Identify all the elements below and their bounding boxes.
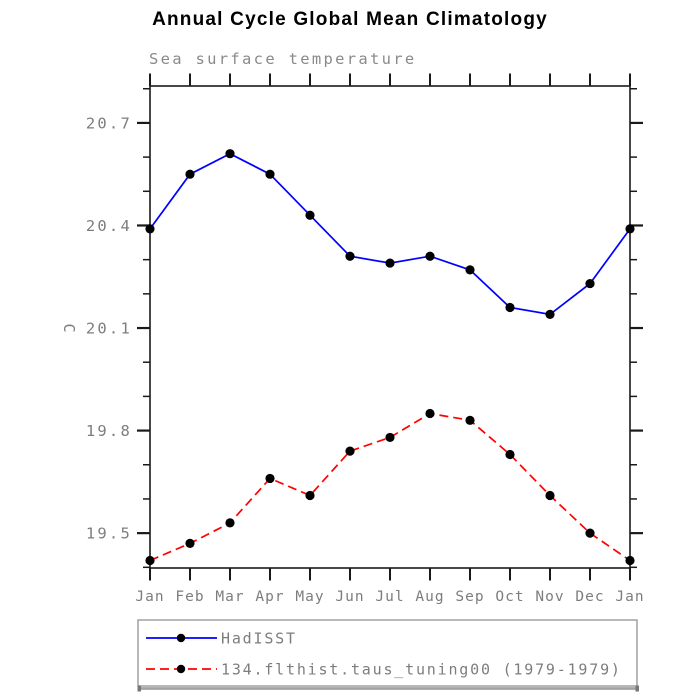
y-tick-label: 20.4 bbox=[86, 217, 132, 235]
data-point-marker bbox=[225, 518, 235, 528]
x-tick-label: Feb bbox=[175, 589, 204, 605]
data-point-marker bbox=[625, 555, 635, 566]
data-point-marker bbox=[345, 251, 355, 261]
x-tick-label: Jan bbox=[135, 589, 164, 605]
x-tick-label: Nov bbox=[535, 589, 564, 605]
data-point-marker bbox=[425, 251, 435, 261]
y-tick-label: 20.7 bbox=[86, 114, 132, 132]
y-tick-label: 19.8 bbox=[86, 422, 132, 440]
data-point-marker bbox=[385, 258, 395, 268]
data-point-marker bbox=[585, 278, 595, 289]
data-point-marker bbox=[345, 446, 355, 456]
y-tick-label: 20.1 bbox=[86, 320, 132, 338]
x-tick-label: Dec bbox=[575, 589, 604, 605]
legend-box bbox=[137, 619, 638, 687]
legend-swatch-marker-0 bbox=[176, 633, 186, 643]
data-point-marker bbox=[625, 224, 635, 234]
series-line-0 bbox=[149, 152, 631, 316]
x-tick-label: Apr bbox=[255, 589, 284, 605]
data-point-marker bbox=[265, 473, 275, 484]
data-point-marker bbox=[265, 169, 275, 179]
legend-label-1: 134.flthist.taus_tuning00 (1979-1979) bbox=[221, 661, 622, 679]
clipped-box-left-corner bbox=[137, 685, 141, 692]
clipped-box-right-corner bbox=[635, 685, 639, 692]
x-tick-label: Jun bbox=[335, 589, 364, 605]
legend-swatch-marker-1 bbox=[176, 664, 186, 674]
data-point-marker bbox=[145, 555, 155, 566]
data-point-marker bbox=[465, 265, 475, 275]
x-tick-label: Oct bbox=[495, 589, 524, 605]
data-point-marker bbox=[585, 528, 595, 538]
data-point-marker bbox=[305, 490, 315, 501]
y-tick-label: 19.5 bbox=[86, 525, 132, 543]
data-point-marker bbox=[185, 538, 195, 548]
x-tick-label: Jul bbox=[375, 589, 404, 605]
x-tick-label: Jan bbox=[615, 589, 644, 605]
data-point-marker bbox=[425, 408, 435, 419]
data-point-marker bbox=[185, 169, 195, 179]
chart-subtitle: Sea surface temperature bbox=[149, 50, 417, 68]
y-axis-label: C bbox=[60, 323, 78, 332]
data-point-marker bbox=[505, 449, 515, 460]
data-point-marker bbox=[545, 490, 555, 501]
data-point-marker bbox=[225, 149, 235, 159]
x-tick-label: May bbox=[295, 589, 324, 605]
legend-label-0: HadISST bbox=[221, 630, 297, 648]
data-point-marker bbox=[305, 210, 315, 220]
data-point-marker bbox=[145, 224, 155, 234]
x-tick-label: Mar bbox=[215, 589, 244, 605]
data-point-marker bbox=[505, 302, 515, 313]
x-tick-label: Sep bbox=[455, 589, 484, 605]
data-point-marker bbox=[545, 309, 555, 319]
data-point-marker bbox=[385, 432, 395, 443]
x-tick-label: Aug bbox=[415, 589, 444, 605]
data-point-marker bbox=[465, 415, 475, 425]
chart-title: Annual Cycle Global Mean Climatology bbox=[152, 9, 548, 30]
